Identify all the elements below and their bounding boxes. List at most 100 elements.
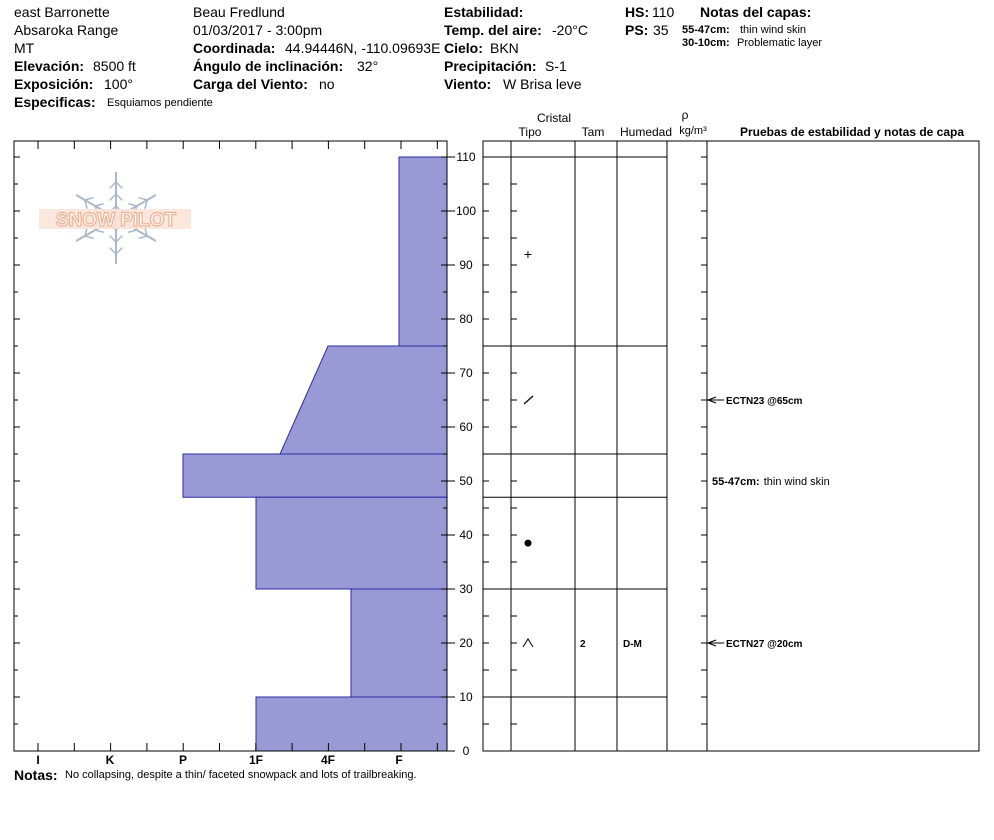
snowflake-branch xyxy=(84,235,94,240)
snowflake-branch xyxy=(127,229,137,234)
specifics-label: Especificas: xyxy=(14,94,96,110)
depth-tick-label: 0 xyxy=(463,744,470,758)
grain-type-symbol: + xyxy=(524,246,532,262)
precip-label: Precipitación: xyxy=(444,58,537,74)
header-humedad: Humedad xyxy=(620,125,672,139)
header-tests: Pruebas de estabilidad y notas de capa xyxy=(740,125,964,139)
airtemp-label: Temp. del aire: xyxy=(444,22,542,38)
aspect-label: Exposición: xyxy=(14,76,94,92)
layer-note-range: 55-47cm: xyxy=(682,24,730,36)
depth-tick-label: 100 xyxy=(456,204,476,218)
mountain-range: Absaroka Range xyxy=(14,22,119,38)
coordinate-value: 44.94446N, -110.09693E xyxy=(285,40,441,56)
notes-label: Notas: xyxy=(14,767,58,783)
header-density-unit: kg/m³ xyxy=(679,125,707,137)
header-cristal: Cristal xyxy=(537,111,571,125)
hardness-tick-label: 4F xyxy=(321,753,335,767)
snowflake-branch xyxy=(115,247,123,255)
snowflake-branch xyxy=(138,196,148,201)
depth-tick-label: 30 xyxy=(459,582,473,596)
layer-annotation: 55-47cm: thin wind skin xyxy=(712,476,830,488)
coordinate-label: Coordinada: xyxy=(193,40,276,56)
table-layers: +2 D-M ECTN23 @65cm ECTN27 @20cm 55-47cm: thi… xyxy=(483,156,830,752)
hardness-tick-label: 1F xyxy=(249,753,263,767)
logo-text: SNOW PILOT xyxy=(56,210,177,231)
elevation-value: 8500 ft xyxy=(93,58,136,74)
hardness-tick-label: K xyxy=(106,753,115,767)
snowflake-branch xyxy=(84,199,88,209)
snowflake-branch xyxy=(138,235,148,240)
layer-annotation-text: thin wind skin xyxy=(764,476,830,488)
hardness-layer xyxy=(350,588,448,698)
snowpilot-logo: SNOW PILOT xyxy=(39,172,191,264)
location: east Barronette xyxy=(14,4,110,20)
depth-tick-label: 60 xyxy=(459,420,473,434)
stability-test-arrowhead xyxy=(706,639,717,647)
airtemp-value: -20°C xyxy=(552,22,588,38)
depth-tick-label: 70 xyxy=(459,366,473,380)
hardness-layer xyxy=(255,696,448,752)
precip-value: S-1 xyxy=(545,58,567,74)
snowflake-branch xyxy=(109,181,117,189)
layer-annotation-range: 55-47cm: xyxy=(712,476,760,488)
sky-label: Cielo: xyxy=(444,40,483,56)
hardness-layer xyxy=(398,156,448,347)
grain-type-symbol xyxy=(523,395,534,405)
hardness-layer xyxy=(279,345,448,455)
header-tam: Tam xyxy=(582,125,605,139)
snowflake-branch xyxy=(115,193,123,201)
stability-label: Estabilidad: xyxy=(444,4,524,20)
snowflake-branch xyxy=(109,235,117,243)
wind-value: W Brisa leve xyxy=(503,76,582,92)
snowflake-branch xyxy=(95,229,105,234)
depth-tick-label: 40 xyxy=(459,528,473,542)
layer-note-text: thin wind skin xyxy=(740,24,807,36)
slope-value: 32° xyxy=(357,58,379,74)
grain-type-symbol xyxy=(524,539,532,547)
hardness-layer xyxy=(182,453,448,498)
grain-type-symbol xyxy=(522,638,534,648)
aspect-value: 100° xyxy=(104,76,133,92)
ps-value: 35 xyxy=(653,22,669,38)
depth-tick-label: 20 xyxy=(459,636,473,650)
stability-test-arrowhead xyxy=(706,396,717,404)
hardness-tick-label: F xyxy=(395,753,402,767)
table-frame xyxy=(482,140,980,752)
elevation-label: Elevación: xyxy=(14,58,85,74)
stability-test-label: ECTN27 @20cm xyxy=(726,639,803,650)
windload-value: no xyxy=(319,76,335,92)
snowflake-branch xyxy=(127,202,137,207)
wind-label: Viento: xyxy=(444,76,492,92)
snowflake-branch xyxy=(95,202,105,207)
snowflake-branch xyxy=(84,196,94,201)
hardness-axis: I K P 1F 4F F xyxy=(36,141,438,767)
sky-value: BKN xyxy=(490,40,519,56)
hardness-plot-frame xyxy=(13,140,448,752)
snowflake-branch xyxy=(115,181,123,189)
depth-tick-label: 90 xyxy=(459,258,473,272)
snowflake-branch xyxy=(109,193,117,201)
layer-table: Cristal Tipo Tam Humedad ρ kg/m³ Pruebas… xyxy=(482,108,980,752)
snowflake-branch xyxy=(144,199,148,209)
hardness-profile xyxy=(182,156,448,752)
layer-note-range: 30-10cm: xyxy=(682,37,730,49)
depth-tick-label: 10 xyxy=(459,690,473,704)
notes-value: No collapsing, despite a thin/ faceted s… xyxy=(65,769,417,781)
depth-axis: 0 10 20 30 40 50 60 70 80 90 100 110 xyxy=(14,150,476,758)
datetime: 01/03/2017 - 3:00pm xyxy=(193,22,323,38)
header-tipo: Tipo xyxy=(519,125,542,139)
stability-test-label: ECTN23 @65cm xyxy=(726,396,803,407)
state: MT xyxy=(14,40,35,56)
windload-label: Carga del Viento: xyxy=(193,76,308,92)
slope-label: Ángulo de inclinación: xyxy=(193,58,344,74)
hardness-tick-label: I xyxy=(36,753,39,767)
observer: Beau Fredlund xyxy=(193,4,285,20)
hs-label: HS: xyxy=(625,4,650,20)
depth-tick-label: 110 xyxy=(456,150,475,164)
grain-size: 2 xyxy=(580,639,586,650)
ps-label: PS: xyxy=(625,22,649,38)
specifics-value: Esquiamos pendiente xyxy=(107,97,213,109)
snowflake-branch xyxy=(109,247,117,255)
layer-notes-title: Notas del capas: xyxy=(700,4,812,20)
